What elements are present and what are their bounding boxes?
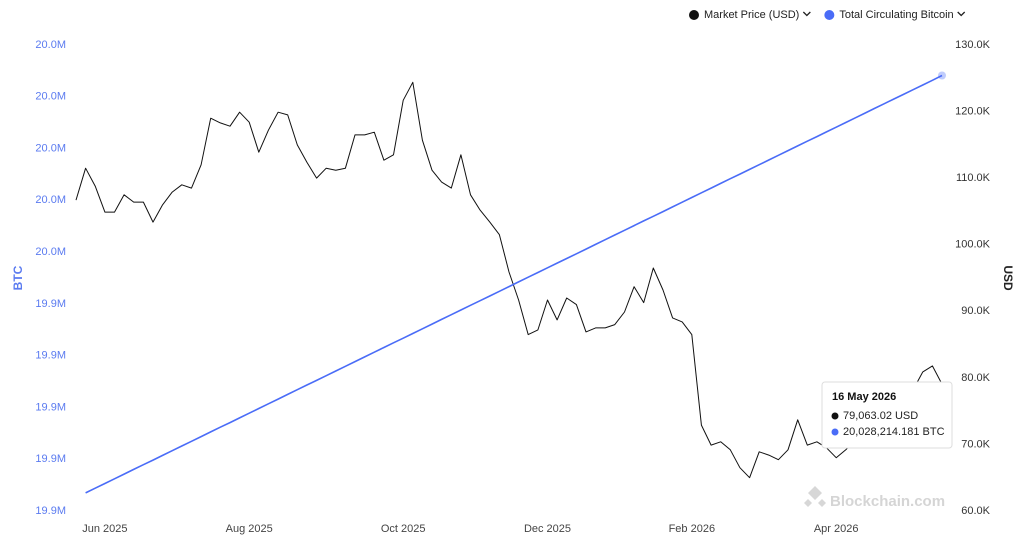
watermark: Blockchain.com [804, 486, 945, 510]
legend-label: Total Circulating Bitcoin [839, 9, 953, 21]
legend-label: Market Price (USD) [704, 9, 799, 21]
y2-tick-label: 130.0K [955, 39, 991, 51]
y-tick-label: 20.0M [35, 91, 66, 103]
x-tick-label: Oct 2025 [381, 523, 426, 535]
y2-tick-label: 80.0K [961, 372, 990, 384]
series-line [75, 81, 943, 479]
x-tick-label: Jun 2025 [82, 523, 127, 535]
y-tick-label: 20.0M [35, 142, 66, 154]
tooltip-box [821, 381, 953, 449]
y2-axis-title: USD [1001, 265, 1015, 291]
y-tick-label: 20.0M [35, 39, 66, 51]
tooltip: 16 May 2026 79,063.02 USD 20,028,214.181… [821, 381, 953, 449]
y-tick-label: 19.9M [35, 350, 66, 362]
plot-area [75, 71, 946, 494]
x-tick-label: Aug 2025 [226, 523, 273, 535]
x-tick-label: Apr 2026 [814, 523, 859, 535]
end-marker [938, 71, 946, 80]
y2-tick-label: 70.0K [961, 438, 990, 450]
y-tick-label: 20.0M [35, 246, 66, 258]
y-tick-label: 19.9M [35, 505, 66, 517]
legend: Market Price (USD) Total Circulating Bitc… [689, 9, 966, 21]
y2-tick-label: 90.0K [961, 305, 990, 317]
legend-dot [689, 10, 699, 20]
tooltip-line: 20,028,214.181 BTC [843, 426, 945, 438]
series-line [85, 74, 943, 494]
watermark-text: Blockchain.com [830, 493, 945, 510]
x-tick-label: Dec 2025 [524, 523, 571, 535]
x-tick-label: Feb 2026 [669, 523, 715, 535]
tooltip-dot [831, 428, 839, 436]
y-tick-label: 20.0M [35, 194, 66, 206]
tooltip-dot [831, 412, 839, 420]
y-tick-label: 19.9M [35, 401, 66, 413]
y2-tick-label: 100.0K [955, 239, 991, 251]
y-tick-label: 19.9M [35, 298, 66, 310]
y2-tick-label: 60.0K [961, 505, 990, 517]
y-axis-title: BTC [11, 265, 25, 290]
y2-tick-label: 120.0K [955, 105, 991, 117]
y-tick-label: 19.9M [35, 453, 66, 465]
legend-dot [824, 10, 835, 20]
y2-tick-label: 110.0K [956, 172, 991, 184]
legend-chevron [957, 11, 966, 17]
watermark-logo [804, 486, 826, 507]
tooltip-line: 79,063.02 USD [843, 410, 918, 422]
legend-chevron [802, 11, 811, 17]
tooltip-title: 16 May 2026 [832, 391, 896, 403]
